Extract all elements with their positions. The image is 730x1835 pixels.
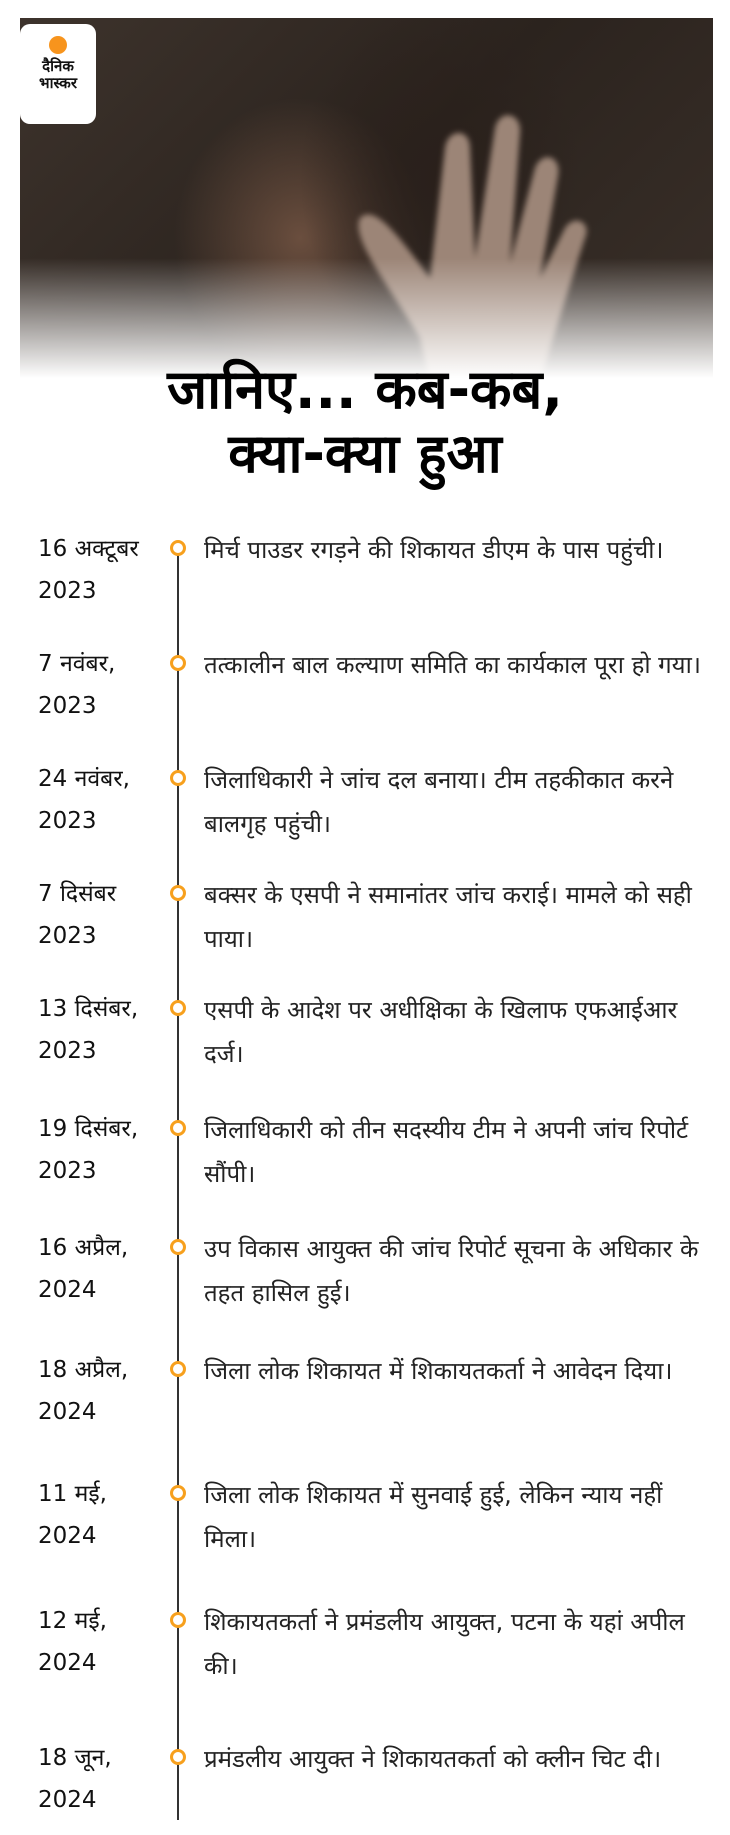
event-date: 12 मई, 2024 — [38, 1600, 168, 1684]
event-date-year: 2024 — [38, 1787, 97, 1813]
event-description: जिला लोक शिकायत में शिकायतकर्ता ने आवेदन… — [204, 1357, 673, 1385]
timeline-dot-icon — [170, 655, 186, 671]
event-date: 19 दिसंबर, 2023 — [38, 1108, 168, 1192]
event-date: 11 मई, 2024 — [38, 1473, 168, 1557]
event-description: जिलाधिकारी ने जांच दल बनाया। टीम तहकीकात… — [204, 766, 674, 838]
event-date-year: 2024 — [38, 1277, 97, 1303]
event-date: 7 दिसंबर 2023 — [38, 873, 168, 957]
event-date-year: 2023 — [38, 923, 97, 949]
event-description: तत्कालीन बाल कल्याण समिति का कार्यकाल पू… — [204, 651, 701, 679]
event-date-day: 7 दिसंबर — [38, 881, 117, 907]
event-description: बक्सर के एसपी ने समानांतर जांच कराई। माम… — [204, 881, 692, 953]
timeline-dot-icon — [170, 1239, 186, 1255]
timeline-dot-icon — [170, 885, 186, 901]
title-line2: क्या-क्या हुआ — [228, 422, 502, 485]
header-photo — [20, 18, 713, 378]
event-date: 18 जून, 2024 — [38, 1737, 168, 1821]
event-date: 13 दिसंबर, 2023 — [38, 988, 168, 1072]
raised-hand-image — [358, 115, 587, 378]
event-date-day: 16 अक्टूबर — [38, 536, 139, 562]
timeline-dot-icon — [170, 1120, 186, 1136]
event-date: 24 नवंबर, 2023 — [38, 758, 168, 842]
timeline-dot-icon — [170, 1485, 186, 1501]
timeline-dot-icon — [170, 1000, 186, 1016]
event-date-day: 12 मई, — [38, 1608, 107, 1634]
event-date-day: 7 नवंबर, — [38, 651, 116, 677]
event-date-day: 18 जून, — [38, 1745, 112, 1771]
event-description: मिर्च पाउडर रगड़ने की शिकायत डीएम के पास… — [204, 536, 664, 564]
timeline-dot-icon — [170, 1749, 186, 1765]
page-title: जानिए... कब-कब, क्या-क्या हुआ — [0, 358, 730, 486]
event-description: जिलाधिकारी को तीन सदस्यीय टीम ने अपनी जा… — [204, 1116, 689, 1188]
timeline-dot-icon — [170, 540, 186, 556]
event-date-year: 2023 — [38, 1038, 97, 1064]
event-description: प्रमंडलीय आयुक्त ने शिकायतकर्ता को क्लीन… — [204, 1745, 662, 1773]
timeline-dot-icon — [170, 1612, 186, 1628]
title-line1: जानिए... कब-कब, — [167, 358, 563, 421]
event-date-year: 2023 — [38, 1158, 97, 1184]
event-description: उप विकास आयुक्त की जांच रिपोर्ट सूचना के… — [204, 1235, 699, 1307]
timeline-dot-icon — [170, 1361, 186, 1377]
event-date-day: 18 अप्रैल, — [38, 1357, 129, 1383]
event-date-day: 11 मई, — [38, 1481, 107, 1507]
logo-sun-icon — [49, 36, 67, 54]
timeline-line — [177, 555, 179, 1820]
logo-text-line1: दैनिक — [42, 57, 74, 75]
event-date-year: 2024 — [38, 1523, 97, 1549]
event-date: 7 नवंबर, 2023 — [38, 643, 168, 727]
event-date: 16 अप्रैल, 2024 — [38, 1227, 168, 1311]
event-date-day: 13 दिसंबर, — [38, 996, 139, 1022]
event-date-year: 2023 — [38, 578, 97, 604]
event-description: जिला लोक शिकायत में सुनवाई हुई, लेकिन न्… — [204, 1481, 663, 1553]
event-date: 16 अक्टूबर 2023 — [38, 528, 168, 612]
logo-text-line2: भास्कर — [39, 74, 77, 92]
event-date-year: 2024 — [38, 1399, 97, 1425]
event-description: एसपी के आदेश पर अधीक्षिका के खिलाफ एफआईआ… — [204, 996, 678, 1068]
event-date: 18 अप्रैल, 2024 — [38, 1349, 168, 1433]
event-date-year: 2023 — [38, 693, 97, 719]
timeline-dot-icon — [170, 770, 186, 786]
dainik-bhaskar-logo: दैनिक भास्कर — [20, 24, 96, 124]
event-date-day: 19 दिसंबर, — [38, 1116, 139, 1142]
event-date-day: 24 नवंबर, — [38, 766, 130, 792]
event-date-day: 16 अप्रैल, — [38, 1235, 129, 1261]
event-description: शिकायतकर्ता ने प्रमंडलीय आयुक्त, पटना के… — [204, 1608, 685, 1680]
event-date-year: 2024 — [38, 1650, 97, 1676]
event-date-year: 2023 — [38, 808, 97, 834]
